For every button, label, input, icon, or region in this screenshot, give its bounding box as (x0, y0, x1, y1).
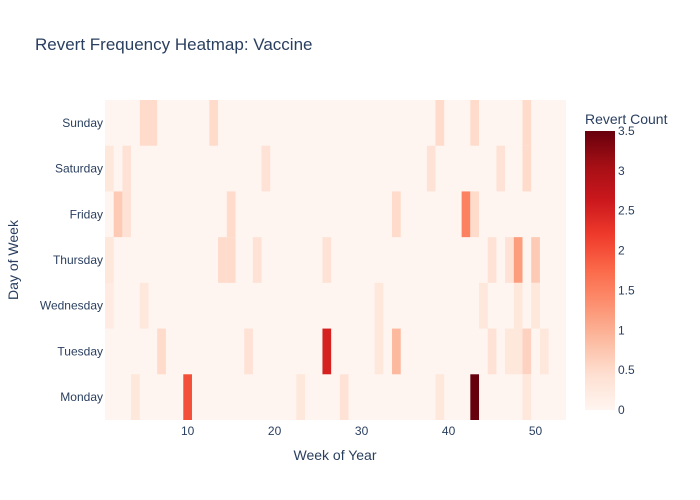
heatmap-cell (531, 282, 540, 329)
x-tick-label: 20 (268, 424, 282, 438)
heatmap-cell (226, 191, 236, 238)
x-tick-label: 30 (355, 424, 369, 438)
x-tick-label: 40 (442, 424, 456, 438)
colorbar-gradient (585, 131, 615, 410)
heatmap-cell (435, 100, 445, 146)
heatmap-cell (244, 328, 253, 375)
plot-area (105, 100, 566, 420)
heatmap-cell (113, 191, 123, 238)
heatmap-cell (252, 237, 262, 283)
y-tick-label: Sunday (62, 116, 103, 130)
colorbar-title: Revert Count (585, 111, 668, 127)
heatmap-cell (131, 374, 140, 420)
colorbar-ticks: 0 0.5 1 1.5 2 2.5 3 3.5 (618, 124, 635, 417)
x-axis-title: Week of Year (293, 447, 376, 463)
heatmap-cell (148, 100, 158, 146)
y-tick-label: Monday (60, 390, 103, 404)
colorbar-tick-label: 3.5 (618, 124, 635, 138)
y-tick-label: Saturday (55, 162, 103, 176)
heatmap-cell (339, 374, 349, 420)
heatmap-cell (487, 328, 497, 375)
x-axis-ticks: 10 20 30 40 50 (181, 424, 543, 438)
heatmap-cell (105, 282, 114, 329)
heatmap-cell (139, 282, 149, 329)
heatmap-cell (470, 100, 480, 146)
heatmap-cell (261, 145, 271, 192)
x-tick-label: 50 (529, 424, 543, 438)
heatmap-cell (296, 374, 306, 420)
heatmap-cell (522, 145, 532, 192)
heatmap-cell (374, 328, 384, 375)
heatmap-cell (105, 237, 114, 283)
colorbar-tick-label: 1 (618, 323, 625, 337)
colorbar-tick-label: 0 (618, 403, 625, 417)
heatmap-cell (461, 191, 471, 238)
heatmap-cell (157, 328, 166, 375)
heatmap-cell (374, 282, 384, 329)
y-axis-ticks: Monday Tuesday Wednesday Thursday Friday Satu… (40, 116, 103, 404)
heatmap-cell (505, 237, 514, 283)
heatmap-cell (470, 191, 480, 238)
heatmap-cell (105, 145, 114, 192)
colorbar-tick-label: 1.5 (618, 283, 635, 297)
y-tick-label: Tuesday (57, 344, 103, 358)
heatmap-cell (487, 237, 497, 283)
y-tick-label: Wednesday (40, 299, 103, 313)
heatmap-cell (218, 237, 227, 283)
heatmap-cell (392, 328, 401, 375)
heatmap-cell (426, 145, 436, 192)
heatmap-cell (435, 374, 445, 420)
heatmap-cell (505, 328, 514, 375)
heatmap-cell (522, 328, 532, 375)
heatmap-cell (496, 145, 506, 192)
heatmap-cell (522, 100, 532, 146)
colorbar: Revert Count 0 0.5 1 1.5 2 2.5 3 3.5 (585, 111, 668, 417)
y-axis-title: Day of Week (5, 219, 21, 300)
heatmap-cell (539, 328, 549, 375)
heatmap-cell (513, 282, 523, 329)
heatmap-cell (209, 100, 219, 146)
heatmap-cell (392, 191, 401, 238)
heatmap-cell (531, 237, 540, 283)
colorbar-tick-label: 2.5 (618, 204, 635, 218)
chart-title: Revert Frequency Heatmap: Vaccine (35, 35, 312, 54)
heatmap-cell (522, 374, 532, 420)
heatmap-cell (226, 237, 236, 283)
heatmap-cell (322, 237, 332, 283)
heatmap-cell (139, 100, 149, 146)
y-tick-label: Thursday (53, 253, 103, 267)
heatmap-cell (322, 328, 332, 375)
colorbar-tick-label: 0.5 (618, 363, 635, 377)
colorbar-tick-label: 2 (618, 244, 625, 258)
heatmap-cell (470, 374, 480, 420)
x-tick-label: 10 (181, 424, 195, 438)
heatmap-cell (513, 237, 523, 283)
heatmap-cell (513, 328, 523, 375)
heatmap-cell (122, 191, 132, 238)
heatmap-cell (183, 374, 192, 420)
heatmap-cell (479, 282, 488, 329)
colorbar-tick-label: 3 (618, 164, 625, 178)
y-tick-label: Friday (70, 207, 103, 221)
heatmap-cell (122, 145, 132, 192)
